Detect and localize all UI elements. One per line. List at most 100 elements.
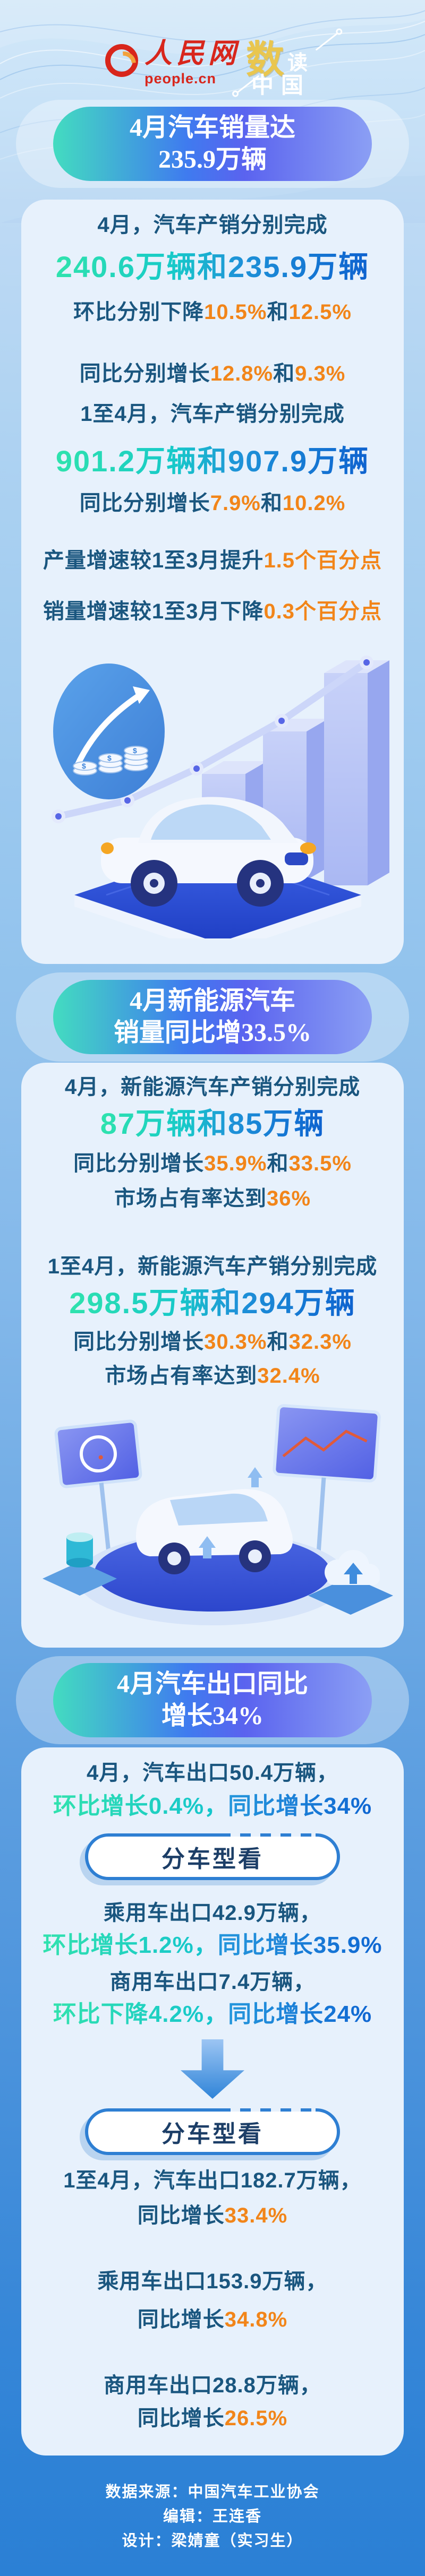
text-segment: 同比增长 — [137, 2308, 225, 2331]
text-segment: 33.4% — [224, 2204, 288, 2227]
people-cn-logo-text: 人民网 people.cn — [144, 39, 240, 87]
text-segment: 商用车出口7.4万辆， — [109, 1970, 316, 1994]
section3-title-line2: 增长34% — [161, 1702, 264, 1730]
text-segment: 环比下降4.2%， — [53, 2001, 228, 2027]
text-segment: 商用车出口28.8万辆， — [104, 2374, 321, 2397]
down-arrow-icon — [181, 2039, 244, 2099]
nev-platform-illustration — [42, 1404, 393, 1625]
text-line: 同比增长34.8% — [138, 2308, 287, 2331]
section-title-capsule: 4月新能源汽车 销量同比增33.5% — [16, 972, 409, 1062]
text-segment: 4月，汽车出口50.4万辆， — [86, 1761, 339, 1785]
section3-card: 4月，汽车出口50.4万辆， 环比增长0.4%，同比增长34% 分车型看 乘用车出口4… — [21, 1747, 404, 2456]
svg-text:$: $ — [133, 746, 137, 755]
text-line: 产量增速较1至3月提升1.5个百分点 — [43, 549, 382, 572]
text-segment: 10.5% — [204, 300, 267, 324]
people-cn-logo-domain: people.cn — [144, 71, 217, 87]
text-line: 销量增速较1至3月下降0.3个百分点 — [43, 600, 382, 623]
section1-title-line2: 235.9万辆 — [158, 145, 267, 174]
text-line: 同比增长33.4% — [138, 2204, 287, 2227]
text-segment: 87万辆和85万辆 — [100, 1107, 325, 1140]
text-segment: 30.3% — [204, 1330, 267, 1354]
shudu-logo-char-du: 读 — [287, 52, 308, 74]
shudu-zhongguo-logo: 数 读 中国 — [236, 29, 343, 98]
text-line: 环比增长0.4%，同比增长34% — [53, 1793, 372, 1820]
text-segment: 环比增长1.2%， — [42, 1932, 218, 1958]
shudu-logo-char-shu: 数 — [246, 39, 285, 81]
text-segment: 36% — [266, 1187, 311, 1210]
editor-line: 编辑：王连香 — [163, 2508, 262, 2525]
button-label: 分车型看 — [162, 2121, 264, 2147]
text-segment: 4月，汽车产销分别完成 — [97, 213, 328, 237]
text-segment: 和 — [267, 1152, 289, 1175]
text-segment: 同比增长24% — [228, 2001, 372, 2027]
section1-title-line1: 4月汽车销量达 — [129, 114, 295, 142]
text-segment: 环比增长0.4%， — [53, 1793, 228, 1819]
text-segment: 同比增长 — [137, 2407, 225, 2430]
section1-content: 4月，汽车产销分别完成 240.6万辆和235.9万辆 环比分别下降10.5%和12… — [21, 200, 404, 623]
big-number-line: 901.2万辆和907.9万辆 — [56, 445, 369, 478]
section1-title-pill: 4月汽车销量达 235.9万辆 — [53, 107, 372, 181]
section2-card: 4月，新能源汽车产销分别完成 87万辆和85万辆同比分别增长35.9%和33.5%… — [21, 1063, 404, 1648]
text-segment: 1.5个百分点 — [264, 549, 382, 572]
text-line: 乘用车出口153.9万辆， — [97, 2270, 327, 2293]
text-segment: 和 — [273, 362, 295, 385]
section3-title-line1: 4月汽车出口同比 — [116, 1670, 308, 1698]
section2-content: 4月，新能源汽车产销分别完成 87万辆和85万辆同比分别增长35.9%和33.5%… — [21, 1063, 404, 1388]
text-line: 同比分别增长7.9%和10.2% — [80, 492, 346, 515]
trend-arrow-icon — [315, 32, 338, 51]
text-line: 4月，汽车产销分别完成 — [97, 213, 327, 237]
text-segment: 1至4月，新能源汽车产销分别完成 — [47, 1255, 378, 1278]
section2-title-line1: 4月新能源汽车 — [129, 987, 295, 1015]
text-segment: 环比分别下降 — [73, 300, 205, 324]
text-segment: 12.5% — [288, 300, 352, 324]
text-line: 同比分别增长12.8%和9.3% — [80, 362, 346, 385]
chart-screen — [273, 1404, 381, 1563]
view-by-vehicle-type-button: 分车型看 — [85, 2108, 340, 2155]
people-cn-logo-chinese: 人民网 — [144, 39, 241, 69]
footer-credits: 数据来源：中国汽车工业协会 编辑：王连香 设计：梁婧童（实习生） — [0, 2480, 425, 2553]
text-line: 同比分别增长35.9%和33.5% — [73, 1152, 352, 1175]
text-line: 商用车出口28.8万辆， — [104, 2374, 321, 2397]
text-line: 同比增长26.5% — [138, 2407, 287, 2430]
text-segment: 240.6万辆和235.9万辆 — [55, 250, 370, 283]
text-segment: 34.8% — [224, 2308, 288, 2331]
big-number-line: 240.6万辆和235.9万辆 — [56, 251, 369, 283]
button-label: 分车型看 — [162, 1846, 264, 1872]
text-line: 1至4月，汽车出口182.7万辆， — [63, 2169, 362, 2192]
text-segment: 33.5% — [288, 1152, 352, 1175]
text-segment: 市场占有率达到 — [114, 1187, 267, 1210]
big-number-line: 298.5万辆和294万辆 — [69, 1287, 356, 1320]
coin-pedestal — [42, 1532, 117, 1596]
text-line: 市场占有率达到32.4% — [105, 1364, 320, 1388]
text-line: 环比增长1.2%，同比增长35.9% — [42, 1932, 382, 1959]
section-title-capsule: 4月汽车销量达 235.9万辆 — [16, 100, 409, 188]
text-segment: 和 — [267, 1330, 289, 1354]
text-segment: 32.3% — [288, 1330, 352, 1354]
text-segment: 32.4% — [257, 1364, 320, 1388]
text-segment: 1至4月，汽车产销分别完成 — [80, 402, 345, 426]
text-segment: 乘用车出口42.9万辆， — [104, 1901, 321, 1925]
designer-line: 设计：梁婧童（实习生） — [122, 2532, 303, 2549]
text-segment: 35.9% — [204, 1152, 267, 1175]
text-segment: 12.8% — [210, 362, 274, 385]
text-segment: 市场占有率达到 — [105, 1364, 258, 1388]
shudu-logo-chars-zhongguo: 中国 — [251, 74, 311, 98]
text-line: 1至4月，新能源汽车产销分别完成 — [48, 1255, 378, 1278]
text-segment: 4月，新能源汽车产销分别完成 — [64, 1075, 361, 1099]
section3-content: 4月，汽车出口50.4万辆， 环比增长0.4%，同比增长34% 分车型看 乘用车出口4… — [21, 1747, 404, 2430]
text-segment: 同比增长35.9% — [217, 1932, 382, 1958]
text-segment: 乘用车出口153.9万辆， — [97, 2270, 328, 2293]
section-title-capsule: 4月汽车出口同比 增长34% — [16, 1656, 409, 1744]
text-line: 同比分别增长30.3%和32.3% — [73, 1330, 352, 1354]
text-segment: 销量增速较1至3月下降 — [42, 600, 264, 623]
svg-text:$: $ — [107, 754, 112, 762]
text-segment: 和 — [260, 492, 283, 515]
cloud-upload-pedestal — [308, 1550, 393, 1615]
up-arrows — [199, 1467, 262, 1558]
section2-title-pill: 4月新能源汽车 销量同比增33.5% — [53, 980, 372, 1054]
people-cn-logo: 人民网 people.cn — [105, 39, 240, 87]
text-line: 商用车出口7.4万辆， — [110, 1970, 316, 1994]
text-line: 乘用车出口42.9万辆， — [104, 1901, 321, 1925]
text-segment: 同比分别增长 — [79, 362, 210, 385]
